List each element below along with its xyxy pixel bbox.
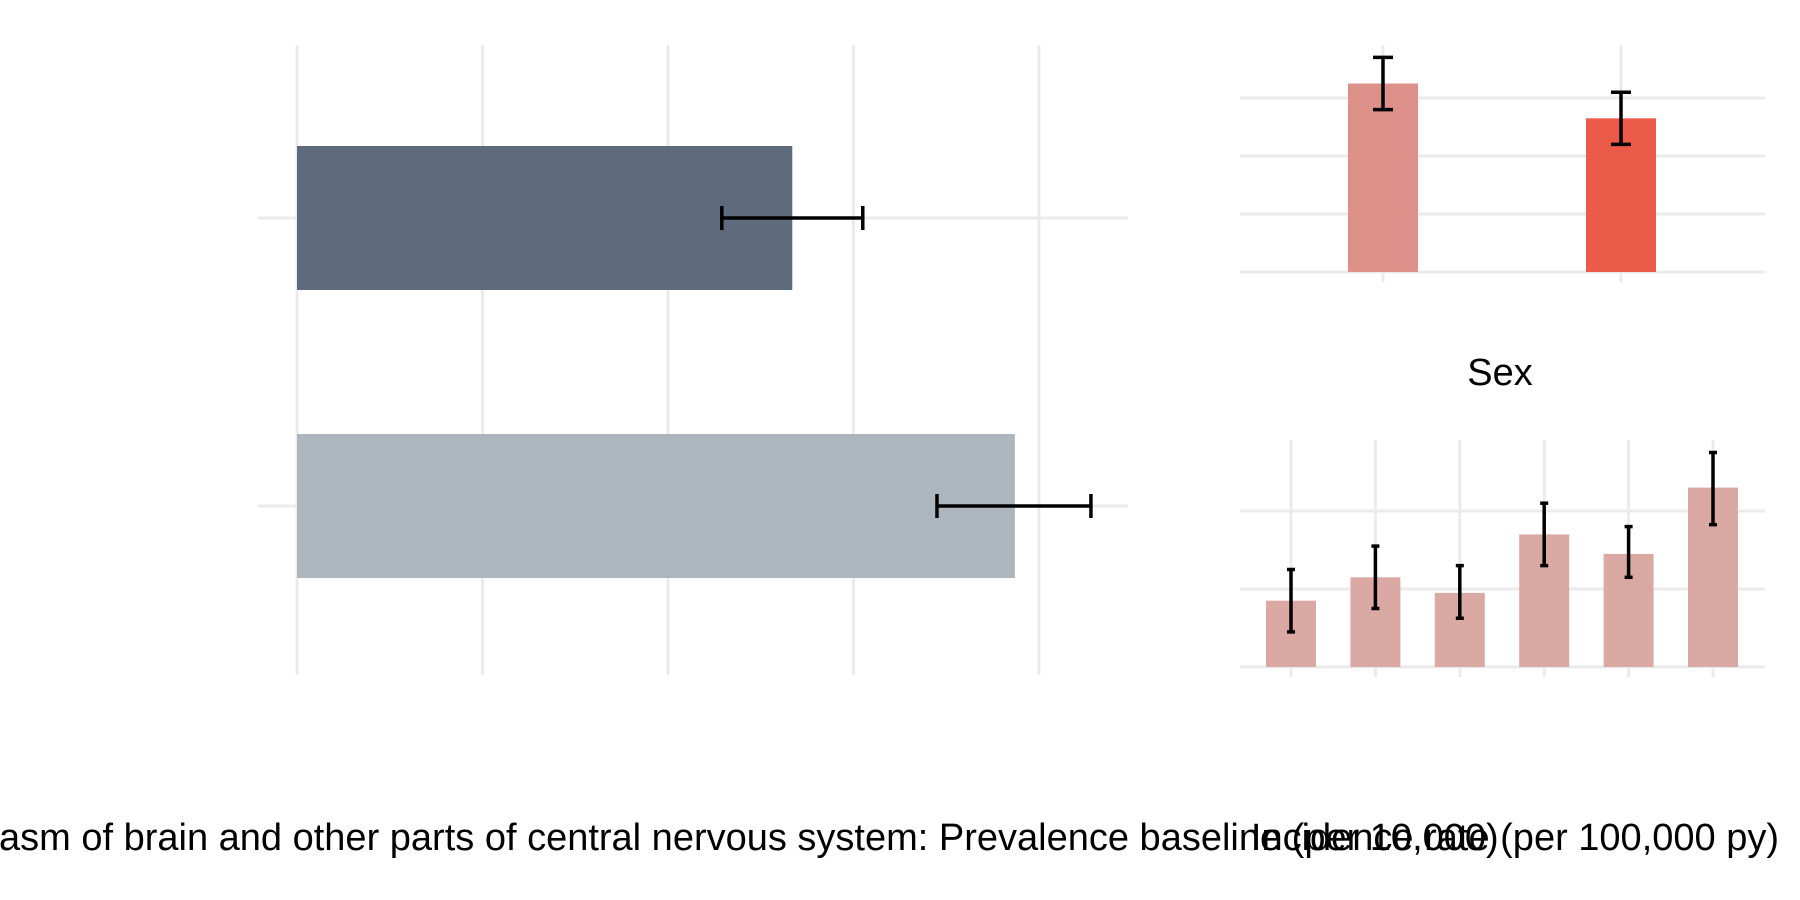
bar-female xyxy=(1348,83,1418,272)
incidence-by-age-chart xyxy=(1240,440,1765,677)
bar-female xyxy=(297,434,1015,578)
sex-axis-title: Sex xyxy=(1467,352,1532,394)
prevalence-by-sex-chart xyxy=(258,45,1128,675)
prevalence-axis-title: asm of brain and other parts of central … xyxy=(0,817,1499,859)
bar-male xyxy=(297,146,793,290)
incidence-axis-title: Incidence rate (per 100,000 py) xyxy=(1251,817,1779,859)
incidence-by-sex-chart xyxy=(1240,45,1765,282)
